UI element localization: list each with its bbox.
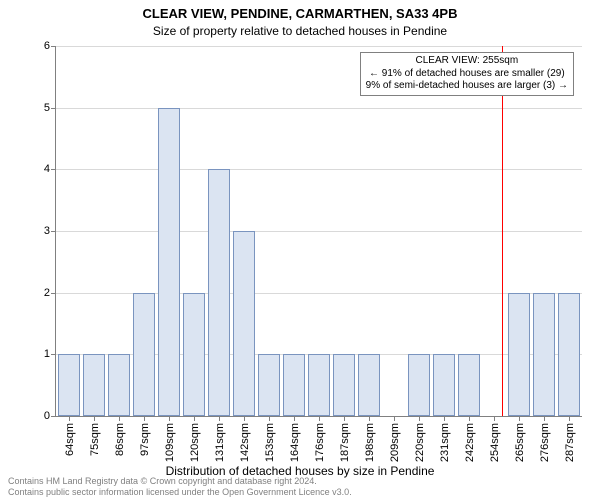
x-tick-mark xyxy=(244,416,245,421)
x-tick-mark xyxy=(569,416,570,421)
histogram-bar xyxy=(333,354,355,416)
x-tick-mark xyxy=(544,416,545,421)
annotation-box: CLEAR VIEW: 255sqm← 91% of detached hous… xyxy=(360,52,574,96)
footer-attribution: Contains HM Land Registry data © Crown c… xyxy=(8,476,352,498)
x-tick-mark xyxy=(194,416,195,421)
x-tick-mark xyxy=(344,416,345,421)
y-tick-label: 2 xyxy=(44,287,50,299)
x-tick-mark xyxy=(494,416,495,421)
y-tick-mark xyxy=(51,354,56,355)
histogram-bar xyxy=(558,293,580,416)
y-tick-label: 6 xyxy=(44,40,50,52)
x-tick-label: 120sqm xyxy=(189,423,201,462)
histogram-bar xyxy=(83,354,105,416)
x-tick-label: 198sqm xyxy=(364,423,376,462)
chart-container: { "title1": "CLEAR VIEW, PENDINE, CARMAR… xyxy=(0,0,600,500)
x-tick-label: 231sqm xyxy=(439,423,451,462)
histogram-bar xyxy=(408,354,430,416)
plot-area: CLEAR VIEW: 255sqm← 91% of detached hous… xyxy=(55,46,582,417)
x-tick-label: 142sqm xyxy=(239,423,251,462)
histogram-bar xyxy=(308,354,330,416)
x-tick-label: 254sqm xyxy=(489,423,501,462)
y-tick-label: 1 xyxy=(44,348,50,360)
x-tick-label: 64sqm xyxy=(64,423,76,456)
y-tick-label: 0 xyxy=(44,410,50,422)
x-tick-mark xyxy=(419,416,420,421)
histogram-bar xyxy=(58,354,80,416)
x-tick-mark xyxy=(319,416,320,421)
x-tick-mark xyxy=(169,416,170,421)
gridline xyxy=(56,46,582,47)
x-tick-label: 97sqm xyxy=(139,423,151,456)
x-tick-mark xyxy=(144,416,145,421)
x-tick-label: 131sqm xyxy=(214,423,226,462)
x-tick-label: 242sqm xyxy=(464,423,476,462)
x-tick-label: 153sqm xyxy=(264,423,276,462)
gridline xyxy=(56,231,582,232)
x-tick-label: 287sqm xyxy=(564,423,576,462)
x-tick-mark xyxy=(519,416,520,421)
annotation-line-1: ← 91% of detached houses are smaller (29… xyxy=(366,68,568,81)
x-tick-label: 176sqm xyxy=(314,423,326,462)
histogram-bar xyxy=(233,231,255,416)
gridline xyxy=(56,108,582,109)
histogram-bar xyxy=(183,293,205,416)
x-tick-mark xyxy=(444,416,445,421)
histogram-bar xyxy=(458,354,480,416)
y-tick-label: 3 xyxy=(44,225,50,237)
y-tick-mark xyxy=(51,108,56,109)
histogram-bar xyxy=(208,169,230,416)
histogram-bar xyxy=(158,108,180,416)
x-tick-label: 265sqm xyxy=(514,423,526,462)
annotation-title: CLEAR VIEW: 255sqm xyxy=(366,55,568,68)
x-tick-mark xyxy=(394,416,395,421)
annotation-line-2: 9% of semi-detached houses are larger (3… xyxy=(366,80,568,93)
x-tick-mark xyxy=(469,416,470,421)
histogram-bar xyxy=(108,354,130,416)
x-tick-label: 276sqm xyxy=(539,423,551,462)
reference-line xyxy=(502,46,503,416)
footer-line-1: Contains HM Land Registry data © Crown c… xyxy=(8,476,352,487)
x-tick-mark xyxy=(119,416,120,421)
y-tick-mark xyxy=(51,416,56,417)
x-tick-label: 109sqm xyxy=(164,423,176,462)
x-tick-label: 75sqm xyxy=(89,423,101,456)
x-tick-label: 209sqm xyxy=(389,423,401,462)
histogram-bar xyxy=(133,293,155,416)
x-tick-label: 220sqm xyxy=(414,423,426,462)
x-tick-label: 86sqm xyxy=(114,423,126,456)
y-tick-mark xyxy=(51,169,56,170)
x-tick-mark xyxy=(219,416,220,421)
y-tick-label: 4 xyxy=(44,163,50,175)
x-tick-label: 187sqm xyxy=(339,423,351,462)
histogram-bar xyxy=(533,293,555,416)
x-tick-label: 164sqm xyxy=(289,423,301,462)
y-tick-mark xyxy=(51,293,56,294)
gridline xyxy=(56,169,582,170)
histogram-bar xyxy=(258,354,280,416)
histogram-bar xyxy=(358,354,380,416)
x-tick-mark xyxy=(69,416,70,421)
x-tick-mark xyxy=(94,416,95,421)
histogram-bar xyxy=(433,354,455,416)
x-tick-mark xyxy=(269,416,270,421)
x-tick-mark xyxy=(294,416,295,421)
chart-subtitle: Size of property relative to detached ho… xyxy=(0,24,600,38)
x-tick-mark xyxy=(369,416,370,421)
histogram-bar xyxy=(508,293,530,416)
y-tick-mark xyxy=(51,46,56,47)
histogram-bar xyxy=(283,354,305,416)
footer-line-2: Contains public sector information licen… xyxy=(8,487,352,498)
y-tick-label: 5 xyxy=(44,102,50,114)
chart-title: CLEAR VIEW, PENDINE, CARMARTHEN, SA33 4P… xyxy=(0,6,600,21)
y-tick-mark xyxy=(51,231,56,232)
